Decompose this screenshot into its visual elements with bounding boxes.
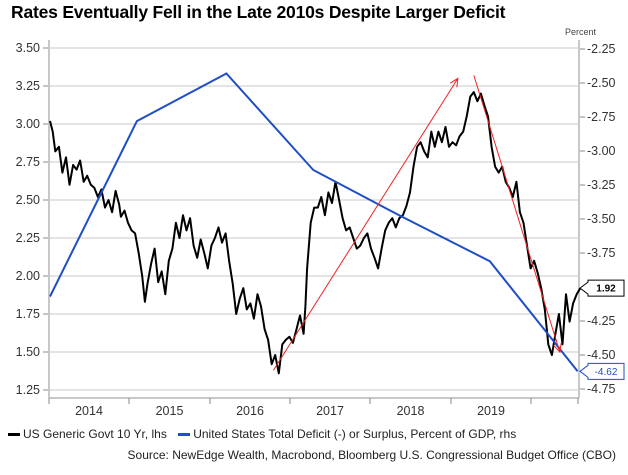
- legend-swatch-deficit: [178, 433, 191, 437]
- left-tick-label: 3.50: [16, 41, 40, 55]
- arrow-shaft: [273, 78, 459, 371]
- x-tick-label: 2017: [316, 404, 344, 418]
- arrow-head: [553, 343, 562, 354]
- callout-deficit-last-value: -4.62: [579, 362, 625, 380]
- series-line-us-10yr: [49, 91, 582, 375]
- annotations: [273, 75, 562, 371]
- last-value-callouts: 1.92 -4.62: [579, 279, 625, 380]
- x-tick-label: 2016: [236, 404, 264, 418]
- x-tick-label: 2019: [477, 404, 505, 418]
- callout-deficit-last-value-box: [579, 362, 625, 380]
- legend-label-deficit: United States Total Deficit (-) or Surpl…: [193, 427, 517, 441]
- series-group: [49, 72, 582, 375]
- callout-rates-last-value: 1.92: [579, 279, 625, 297]
- left-tick-label: 1.50: [16, 345, 40, 359]
- chart-title: Rates Eventually Fell in the Late 2010s …: [11, 2, 506, 22]
- x-tick-label: 2015: [156, 404, 184, 418]
- right-tick-label: -3.75: [587, 246, 616, 260]
- right-tick-label: -2.75: [587, 110, 616, 124]
- source-note: Source: NewEdge Wealth, Macrobond, Bloom…: [127, 448, 616, 462]
- right-tick-label: -2.25: [587, 42, 616, 56]
- x-tick-label: 2014: [75, 404, 103, 418]
- left-tick-label: 2.50: [16, 193, 40, 207]
- left-tick-label: 1.25: [16, 383, 40, 397]
- left-tick-label: 2.25: [16, 231, 40, 245]
- x-axis-ticks: 2014 2015 2016 2017 2018 2019: [48, 398, 579, 418]
- right-tick-label: -4.50: [587, 348, 616, 362]
- arrow-shaft: [473, 75, 561, 353]
- right-tick-label: -3.25: [587, 178, 616, 192]
- left-tick-label: 3.00: [16, 117, 40, 131]
- right-axis-unit-label: Percent: [565, 27, 597, 37]
- callout-deficit-last-value-text: -4.62: [595, 367, 618, 378]
- right-tick-label: -3.50: [587, 212, 616, 226]
- arrow-head: [449, 77, 459, 88]
- callout-rates-last-value-text: 1.92: [596, 284, 616, 295]
- left-tick-label: 3.25: [16, 79, 40, 93]
- legend-item-deficit: United States Total Deficit (-) or Surpl…: [178, 427, 516, 441]
- legend-label-rates: US Generic Govt 10 Yr, lhs: [23, 427, 167, 441]
- falling-rates-arrow: [473, 75, 562, 354]
- right-tick-label: -3.00: [587, 144, 616, 158]
- right-axis-ticks: -2.25 -2.50 -2.75 -3.00 -3.25 -3.50 -3.75 -4.25…: [580, 42, 616, 396]
- callout-rates-last-value-box: [579, 279, 625, 297]
- gridlines: [49, 47, 578, 391]
- left-axis-ticks: 1.25 1.50 1.75 2.00 2.25 2.50 2.75 3.00 3.25 3.50: [16, 41, 48, 397]
- right-tick-label: -4.75: [587, 382, 616, 396]
- legend-item-rates: US Generic Govt 10 Yr, lhs: [8, 427, 167, 441]
- x-tick-label: 2018: [397, 404, 425, 418]
- legend-swatch-rates: [8, 433, 20, 437]
- rising-rates-arrow: [273, 77, 459, 371]
- right-tick-label: -4.25: [587, 314, 616, 328]
- left-tick-label: 2.00: [16, 269, 40, 283]
- axes: [48, 40, 580, 399]
- series-line-deficit: [49, 72, 579, 372]
- right-tick-label: -2.50: [587, 76, 616, 90]
- legend: US Generic Govt 10 Yr, lhs United States…: [8, 427, 524, 441]
- left-tick-label: 2.75: [16, 155, 40, 169]
- left-tick-label: 1.75: [16, 307, 40, 321]
